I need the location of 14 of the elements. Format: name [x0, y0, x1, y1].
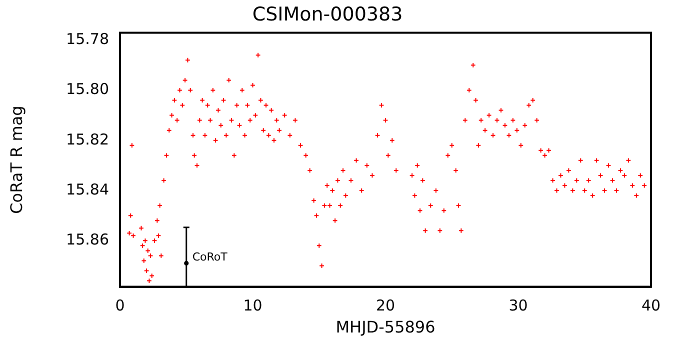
y-tick-label: 15.84	[66, 180, 109, 198]
y-tick-label: 15.80	[66, 80, 109, 98]
x-tick-label: 40	[641, 296, 661, 315]
y-axis-title: CoRaT R mag	[6, 106, 26, 214]
series-label: CoRoT	[192, 250, 228, 264]
x-tick-label: 0	[115, 296, 125, 315]
x-tick-label: 30	[508, 296, 528, 315]
x-axis-title: MHJD-55896	[336, 318, 436, 337]
chart-title: CSIMon-000383	[252, 3, 403, 26]
x-tick-label: 10	[243, 296, 262, 315]
y-tick-label: 15.78	[66, 30, 109, 48]
x-tick-label: 20	[376, 296, 396, 315]
y-tick-label: 15.82	[66, 130, 109, 148]
y-tick-label: 15.86	[66, 230, 109, 249]
